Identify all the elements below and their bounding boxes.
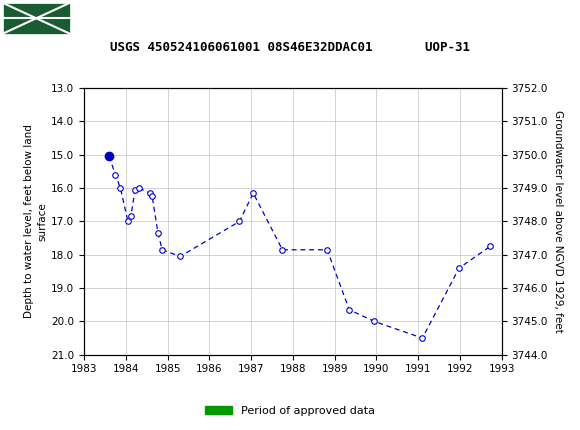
Text: USGS 450524106061001 08S46E32DDAC01       UOP-31: USGS 450524106061001 08S46E32DDAC01 UOP-… xyxy=(110,41,470,54)
Bar xyxy=(422,355,502,364)
Legend: Period of approved data: Period of approved data xyxy=(200,401,380,420)
Y-axis label: Groundwater level above NGVD 1929, feet: Groundwater level above NGVD 1929, feet xyxy=(553,110,563,333)
Y-axis label: Depth to water level, feet below land
surface: Depth to water level, feet below land su… xyxy=(24,125,47,318)
Bar xyxy=(324,355,420,364)
Bar xyxy=(228,355,276,364)
Bar xyxy=(88,355,175,364)
Text: USGS: USGS xyxy=(78,9,133,27)
FancyBboxPatch shape xyxy=(3,3,70,34)
